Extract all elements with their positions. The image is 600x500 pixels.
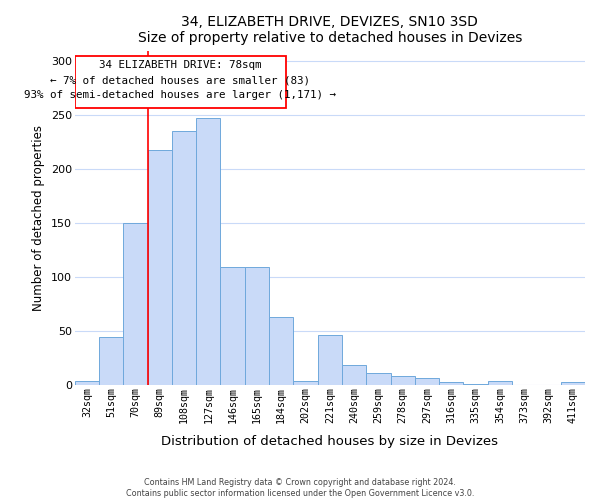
Bar	[148, 150, 172, 384]
Bar	[269, 316, 293, 384]
Text: 93% of semi-detached houses are larger (1,171) →: 93% of semi-detached houses are larger (…	[25, 90, 337, 100]
Text: Contains HM Land Registry data © Crown copyright and database right 2024.
Contai: Contains HM Land Registry data © Crown c…	[126, 478, 474, 498]
Bar	[366, 373, 391, 384]
Bar	[99, 337, 123, 384]
Text: 34 ELIZABETH DRIVE: 78sqm: 34 ELIZABETH DRIVE: 78sqm	[99, 60, 262, 70]
Bar	[245, 267, 269, 384]
Title: 34, ELIZABETH DRIVE, DEVIZES, SN10 3SD
Size of property relative to detached hou: 34, ELIZABETH DRIVE, DEVIZES, SN10 3SD S…	[137, 15, 522, 45]
Bar	[123, 223, 148, 384]
Y-axis label: Number of detached properties: Number of detached properties	[32, 124, 45, 310]
Text: ← 7% of detached houses are smaller (83): ← 7% of detached houses are smaller (83)	[50, 75, 310, 85]
Bar	[74, 382, 99, 384]
Bar	[220, 267, 245, 384]
Bar	[74, 56, 286, 108]
Bar	[415, 378, 439, 384]
X-axis label: Distribution of detached houses by size in Devizes: Distribution of detached houses by size …	[161, 434, 499, 448]
Bar	[196, 118, 220, 384]
Bar	[439, 382, 463, 384]
Bar	[317, 335, 342, 384]
Bar	[391, 376, 415, 384]
Bar	[488, 382, 512, 384]
Bar	[172, 132, 196, 384]
Bar	[560, 382, 585, 384]
Bar	[342, 365, 366, 384]
Bar	[293, 382, 317, 384]
